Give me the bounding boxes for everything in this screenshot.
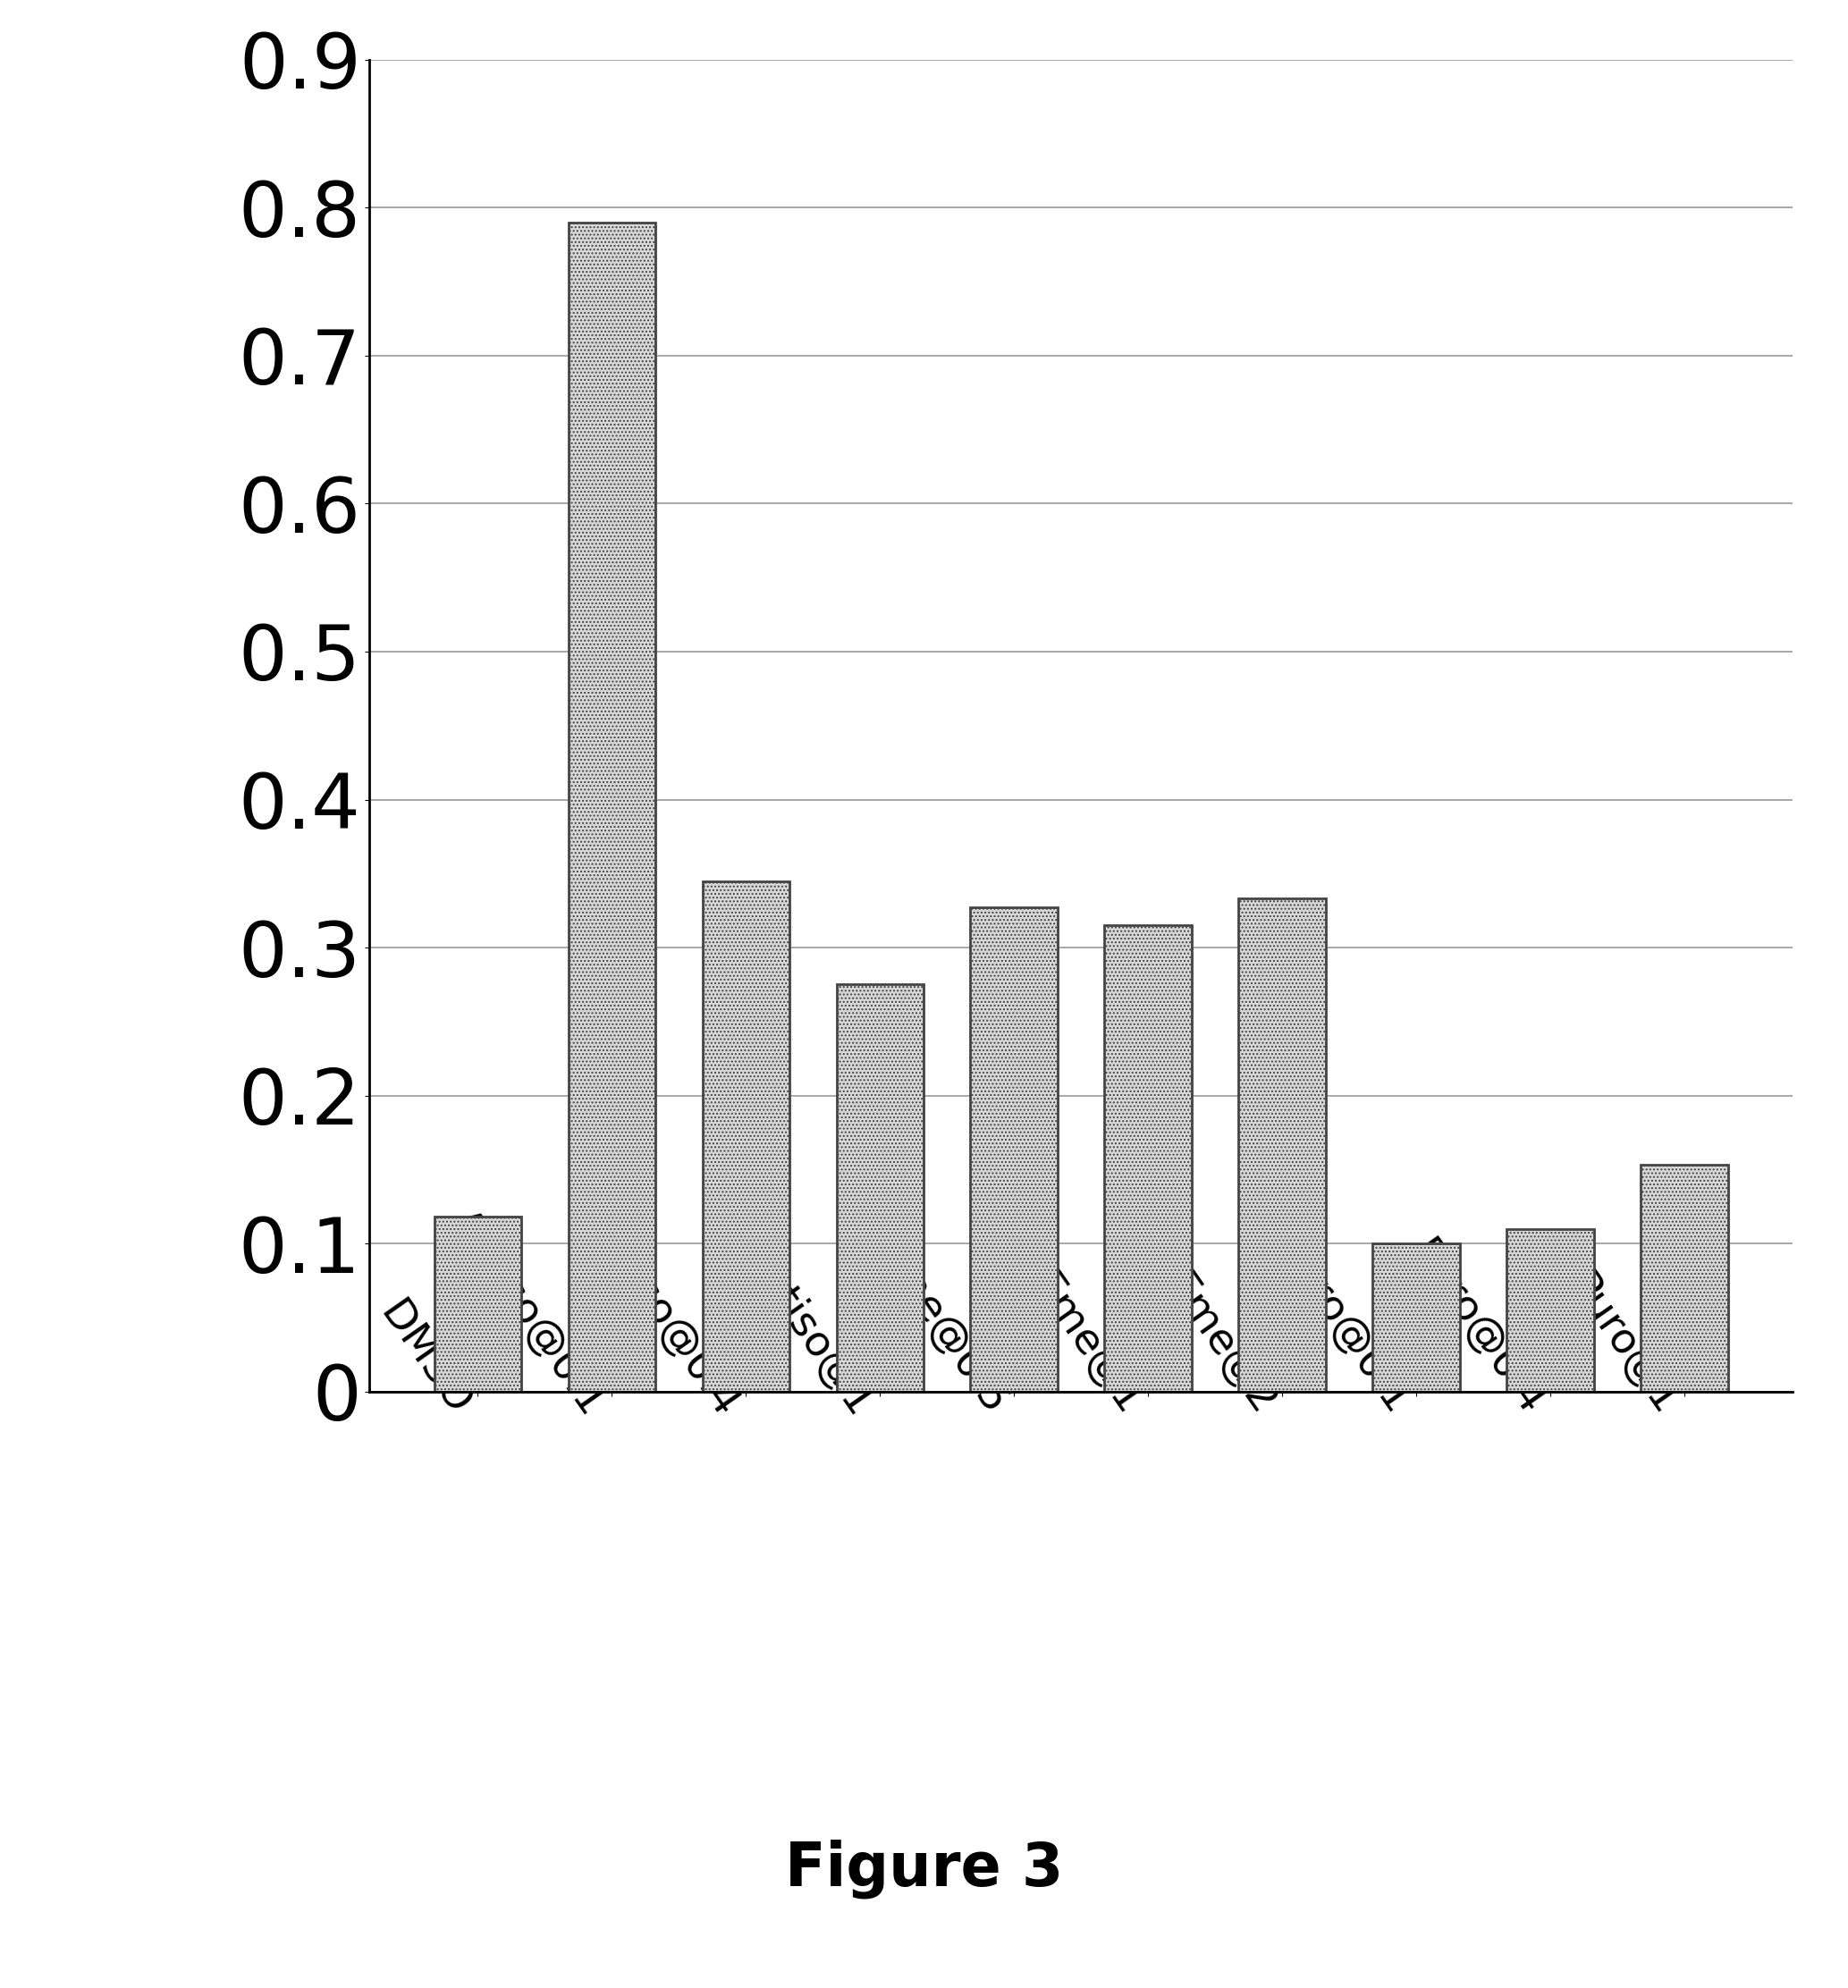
Bar — [837, 984, 924, 1392]
Bar — [1641, 1165, 1728, 1392]
Bar — [702, 881, 789, 1392]
Bar — [434, 1217, 521, 1392]
Bar — [1105, 924, 1192, 1392]
Bar — [1238, 899, 1325, 1392]
Text: Figure 3: Figure 3 — [785, 1839, 1063, 1899]
Bar — [569, 223, 656, 1392]
Bar — [1373, 1244, 1460, 1392]
Bar — [970, 909, 1057, 1392]
Bar — [1506, 1229, 1593, 1392]
